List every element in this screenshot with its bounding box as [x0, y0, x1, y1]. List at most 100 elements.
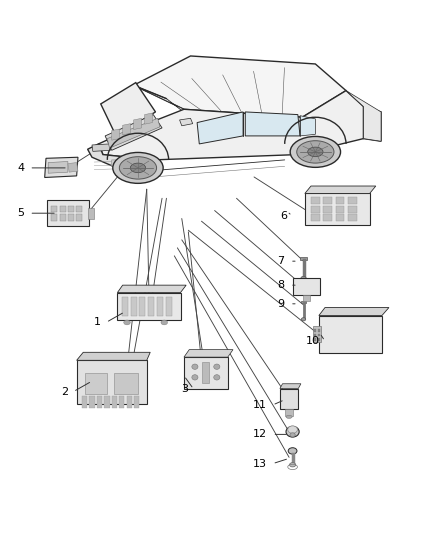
Text: 6: 6: [280, 211, 287, 221]
Ellipse shape: [297, 141, 334, 163]
Bar: [318, 334, 320, 336]
Polygon shape: [300, 116, 315, 136]
Text: 10: 10: [306, 336, 320, 346]
Ellipse shape: [301, 276, 306, 280]
FancyBboxPatch shape: [47, 200, 88, 226]
Ellipse shape: [214, 364, 220, 369]
Bar: [311, 197, 320, 204]
Polygon shape: [112, 129, 120, 140]
Polygon shape: [48, 161, 68, 173]
FancyBboxPatch shape: [117, 293, 180, 320]
Bar: [348, 206, 357, 213]
Ellipse shape: [131, 163, 145, 173]
Polygon shape: [107, 118, 160, 148]
FancyBboxPatch shape: [280, 389, 298, 409]
Polygon shape: [134, 85, 197, 123]
Bar: [166, 297, 172, 316]
Text: 3: 3: [181, 384, 188, 394]
Ellipse shape: [307, 147, 323, 157]
Polygon shape: [184, 350, 233, 357]
Bar: [134, 396, 139, 408]
FancyBboxPatch shape: [319, 316, 382, 353]
Bar: [82, 396, 87, 408]
Text: 5: 5: [17, 208, 24, 218]
Bar: [97, 396, 102, 408]
Bar: [148, 297, 154, 316]
Polygon shape: [117, 285, 186, 293]
Bar: [314, 338, 316, 341]
Bar: [303, 295, 310, 301]
Bar: [85, 373, 107, 394]
Bar: [131, 297, 137, 316]
Ellipse shape: [161, 320, 167, 325]
Ellipse shape: [113, 152, 163, 183]
Polygon shape: [99, 91, 364, 160]
Polygon shape: [145, 113, 152, 124]
Bar: [104, 396, 110, 408]
Polygon shape: [364, 107, 381, 141]
Bar: [114, 373, 138, 394]
Ellipse shape: [192, 364, 198, 369]
Ellipse shape: [286, 426, 299, 437]
Text: 8: 8: [278, 280, 285, 290]
Ellipse shape: [124, 320, 131, 325]
Polygon shape: [305, 186, 376, 193]
Polygon shape: [202, 362, 209, 383]
Text: 12: 12: [253, 430, 267, 439]
Ellipse shape: [290, 463, 296, 467]
FancyBboxPatch shape: [184, 357, 228, 389]
Ellipse shape: [290, 433, 295, 437]
Polygon shape: [319, 308, 389, 316]
Bar: [336, 214, 344, 221]
Polygon shape: [134, 56, 346, 117]
Bar: [68, 214, 74, 221]
Polygon shape: [105, 115, 162, 150]
Bar: [300, 257, 307, 260]
Text: 2: 2: [61, 387, 68, 397]
Bar: [60, 206, 66, 212]
Polygon shape: [45, 157, 78, 177]
Ellipse shape: [214, 375, 220, 380]
Polygon shape: [68, 163, 78, 172]
Bar: [51, 206, 57, 212]
Text: 4: 4: [17, 163, 24, 173]
Bar: [313, 326, 321, 342]
Polygon shape: [77, 352, 150, 360]
Ellipse shape: [288, 426, 297, 433]
Polygon shape: [280, 384, 301, 389]
Bar: [68, 206, 74, 212]
Polygon shape: [180, 118, 193, 126]
Polygon shape: [245, 112, 300, 136]
Polygon shape: [346, 91, 381, 141]
Polygon shape: [123, 124, 131, 135]
Bar: [336, 206, 344, 213]
Bar: [89, 396, 95, 408]
Text: 7: 7: [278, 256, 285, 266]
Bar: [157, 297, 163, 316]
Bar: [311, 206, 320, 213]
Polygon shape: [88, 144, 153, 173]
Ellipse shape: [192, 375, 198, 380]
Text: 1: 1: [94, 318, 101, 327]
Bar: [122, 297, 128, 316]
Polygon shape: [112, 160, 136, 166]
Text: 9: 9: [278, 299, 285, 309]
Bar: [318, 338, 320, 341]
Bar: [88, 208, 94, 219]
Text: 13: 13: [253, 459, 267, 469]
FancyBboxPatch shape: [293, 278, 320, 295]
Ellipse shape: [288, 448, 297, 454]
Bar: [76, 214, 82, 221]
Bar: [323, 206, 332, 213]
Polygon shape: [197, 112, 243, 144]
Bar: [139, 297, 145, 316]
Ellipse shape: [301, 318, 306, 321]
Bar: [314, 334, 316, 336]
Ellipse shape: [286, 415, 292, 418]
FancyBboxPatch shape: [77, 360, 147, 404]
Bar: [348, 197, 357, 204]
Bar: [323, 197, 332, 204]
Bar: [127, 396, 132, 408]
Bar: [323, 214, 332, 221]
Polygon shape: [134, 118, 141, 130]
